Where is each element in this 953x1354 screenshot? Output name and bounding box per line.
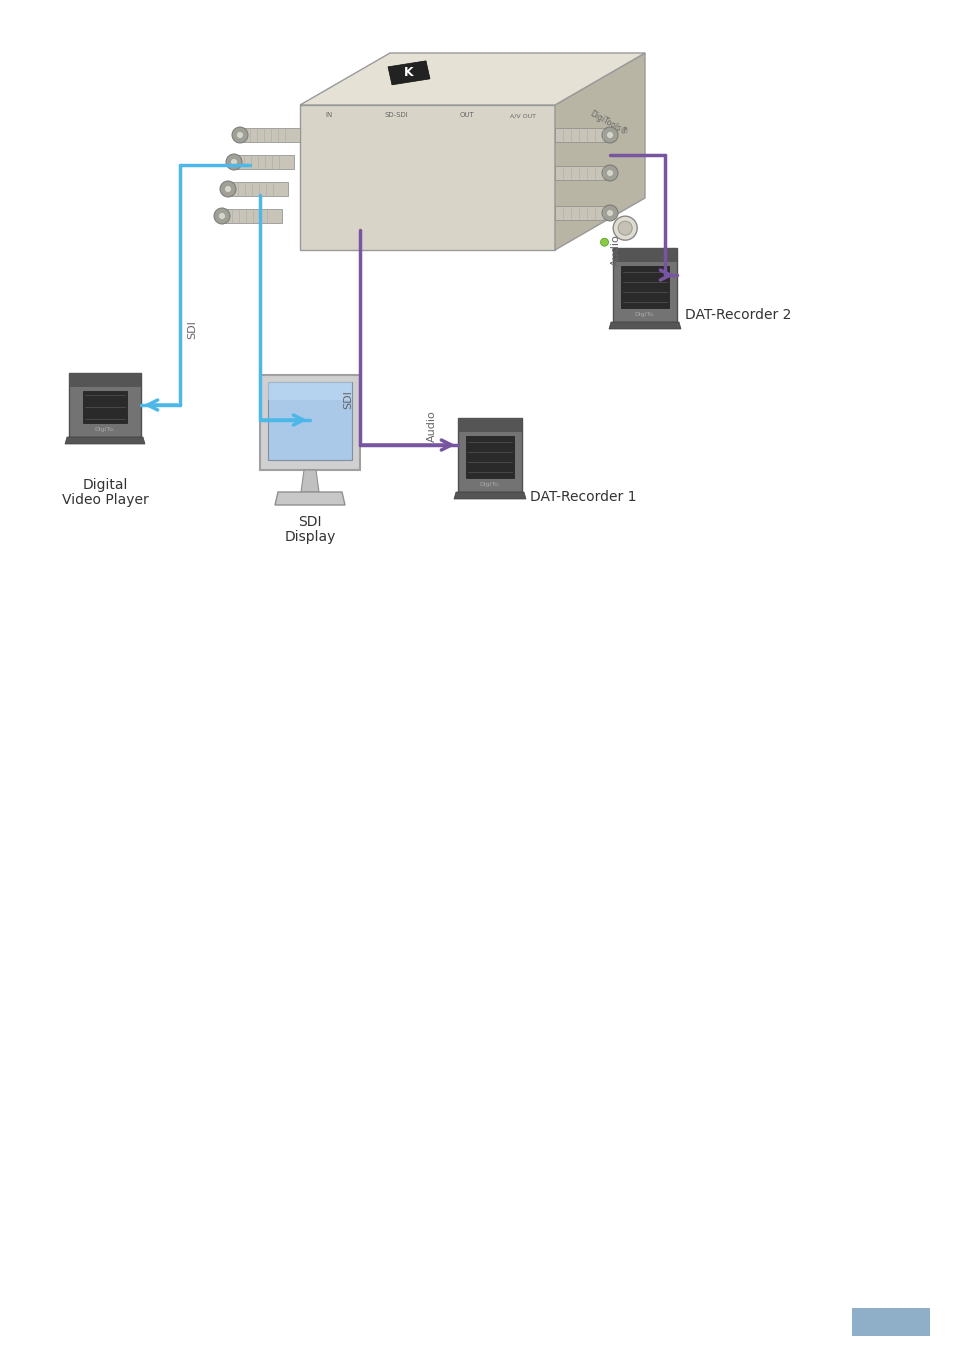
- Text: SDI: SDI: [343, 390, 353, 409]
- Text: OUT: OUT: [459, 112, 475, 118]
- Text: SD-SDI: SD-SDI: [385, 112, 408, 118]
- Polygon shape: [83, 391, 127, 422]
- Text: DigiTo.: DigiTo.: [479, 482, 500, 487]
- Polygon shape: [299, 106, 555, 250]
- Polygon shape: [454, 492, 525, 500]
- Polygon shape: [465, 436, 514, 478]
- Polygon shape: [233, 154, 294, 169]
- Text: A/V OUT: A/V OUT: [510, 112, 536, 118]
- Text: DigiTo.: DigiTo.: [94, 427, 115, 432]
- Polygon shape: [268, 382, 352, 399]
- Circle shape: [613, 217, 637, 240]
- Circle shape: [220, 181, 235, 196]
- Polygon shape: [608, 322, 680, 329]
- Text: SDI: SDI: [298, 515, 321, 529]
- Polygon shape: [69, 372, 141, 437]
- Text: K: K: [404, 66, 414, 80]
- Circle shape: [599, 238, 608, 246]
- Polygon shape: [555, 53, 644, 250]
- Circle shape: [606, 210, 613, 217]
- Circle shape: [601, 204, 618, 221]
- Polygon shape: [274, 492, 345, 505]
- Text: DigiTools®: DigiTools®: [588, 110, 629, 137]
- Polygon shape: [299, 53, 644, 106]
- Polygon shape: [555, 167, 609, 180]
- Circle shape: [218, 213, 225, 219]
- Polygon shape: [65, 437, 145, 444]
- Circle shape: [231, 158, 237, 165]
- Polygon shape: [69, 372, 141, 387]
- Polygon shape: [268, 382, 352, 460]
- Polygon shape: [457, 418, 521, 492]
- Text: Audio: Audio: [610, 234, 620, 265]
- Polygon shape: [620, 265, 668, 307]
- Polygon shape: [301, 470, 318, 492]
- Circle shape: [606, 169, 613, 176]
- Circle shape: [618, 221, 632, 236]
- Text: SDI: SDI: [187, 321, 196, 340]
- Text: IN: IN: [325, 112, 332, 118]
- Text: DigiTo.: DigiTo.: [634, 311, 655, 317]
- Polygon shape: [555, 129, 609, 142]
- Circle shape: [236, 131, 243, 138]
- Polygon shape: [240, 129, 299, 142]
- Polygon shape: [457, 418, 521, 432]
- Bar: [851, 1308, 929, 1336]
- Text: Audio: Audio: [427, 410, 436, 441]
- Circle shape: [601, 127, 618, 144]
- Text: Digital: Digital: [82, 478, 128, 492]
- Polygon shape: [613, 248, 677, 322]
- Polygon shape: [228, 181, 288, 196]
- Circle shape: [601, 165, 618, 181]
- Polygon shape: [555, 206, 609, 219]
- Circle shape: [606, 131, 613, 138]
- Circle shape: [226, 154, 242, 171]
- Circle shape: [213, 209, 230, 223]
- Polygon shape: [222, 209, 282, 223]
- Text: Video Player: Video Player: [62, 493, 149, 506]
- Text: Display: Display: [284, 529, 335, 544]
- Circle shape: [232, 127, 248, 144]
- Text: DAT-Recorder 1: DAT-Recorder 1: [530, 490, 636, 504]
- Circle shape: [224, 185, 232, 192]
- Polygon shape: [260, 375, 359, 470]
- Polygon shape: [388, 61, 430, 85]
- Text: DAT-Recorder 2: DAT-Recorder 2: [684, 307, 791, 322]
- Polygon shape: [613, 248, 677, 263]
